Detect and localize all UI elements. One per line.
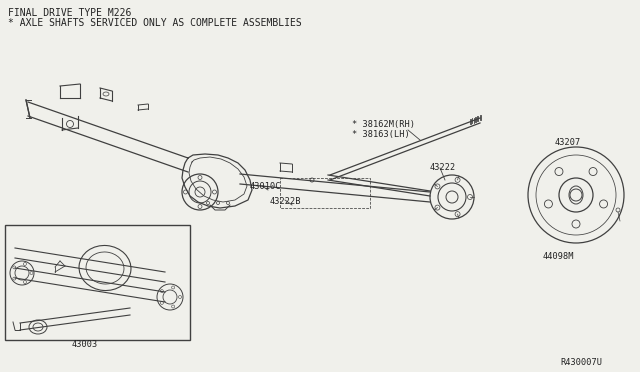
Text: 43010C: 43010C	[250, 182, 282, 191]
Bar	[5, 225, 190, 340]
Bar	[280, 178, 370, 208]
Text: * AXLE SHAFTS SERVICED ONLY AS COMPLETE ASSEMBLIES: * AXLE SHAFTS SERVICED ONLY AS COMPLETE …	[8, 18, 301, 28]
Text: 43222: 43222	[430, 163, 456, 172]
Text: 43003: 43003	[72, 340, 99, 349]
Text: FINAL DRIVE TYPE M226: FINAL DRIVE TYPE M226	[8, 8, 131, 18]
Text: * 38162M(RH): * 38162M(RH)	[352, 120, 415, 129]
Text: R430007U: R430007U	[560, 358, 602, 367]
Text: 43222B: 43222B	[270, 197, 301, 206]
Text: 44098M: 44098M	[543, 252, 575, 261]
Text: 43207: 43207	[555, 138, 581, 147]
Text: * 38163(LH): * 38163(LH)	[352, 130, 410, 139]
